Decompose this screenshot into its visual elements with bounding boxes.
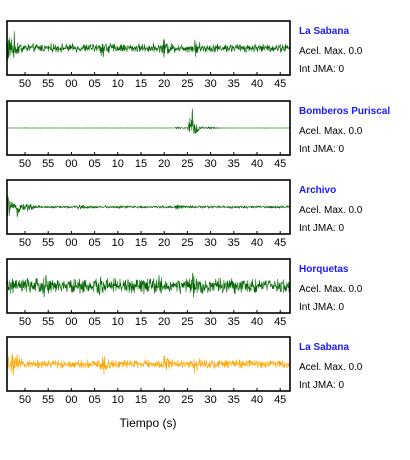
x-tick-label: 40 [251,237,263,249]
x-tick-label: 05 [88,158,100,170]
jma-intensity: Int JMA: 0 [299,64,344,75]
x-tick-label: 30 [204,237,216,249]
x-tick-label: 50 [19,158,31,170]
x-tick-label: 35 [228,237,240,249]
x-tick-label: 30 [204,316,216,328]
x-tick-label: 20 [158,158,170,170]
x-tick-label: 25 [181,316,193,328]
x-tick-label: 20 [158,394,170,406]
x-tick-label: 45 [274,158,286,170]
x-tick-label: 00 [65,237,77,249]
panel-5: 50 55 00 05 10 15 20 25 30 35 40 45 La Sabana Acel. M… [6,336,363,406]
x-tick-label: 00 [65,78,77,90]
x-tick-label: 55 [42,78,54,90]
panel-frame [6,336,291,392]
x-tick-label: 15 [135,237,147,249]
panel-frame [6,179,291,235]
x-tick-label: 25 [181,394,193,406]
x-tick-label: 10 [112,78,124,90]
max-acceleration: Acel. Max. 0.0 [299,46,363,57]
max-acceleration: Acel. Max. 0.0 [299,205,363,216]
x-tick-label: 30 [204,394,216,406]
station-name: Bomberos Puriscal [299,106,390,117]
max-acceleration: Acel. Max. 0.0 [299,284,363,295]
x-tick-label: 45 [274,237,286,249]
jma-intensity: Int JMA: 0 [299,380,344,391]
x-tick-label: 40 [251,78,263,90]
waveform-line [7,196,290,217]
x-tick-label: 25 [181,237,193,249]
jma-intensity: Int JMA: 0 [299,144,344,155]
x-tick-label: 55 [42,316,54,328]
x-tick-label: 50 [19,237,31,249]
panel-frame [6,20,291,76]
x-tick-label: 40 [251,158,263,170]
station-name: La Sabana [299,342,349,353]
x-tick-label: 40 [251,394,263,406]
panel-3: 50 55 00 05 10 15 20 25 30 35 40 45 Archivo Acel. Max… [6,179,363,249]
x-tick-label: 45 [274,78,286,90]
station-name: La Sabana [299,26,349,37]
waveform-line [7,272,290,298]
x-tick-label: 15 [135,394,147,406]
x-tick-label: 05 [88,316,100,328]
x-tick-label: 20 [158,237,170,249]
waveform-line [7,108,290,135]
x-tick-label: 10 [112,158,124,170]
x-tick-label: 20 [158,78,170,90]
x-tick-label: 35 [228,158,240,170]
x-tick-label: 00 [65,158,77,170]
waveform-line [7,353,290,376]
waveform-line [7,31,290,60]
x-tick-label: 05 [88,237,100,249]
x-tick-label: 05 [88,394,100,406]
station-name: Horquetas [299,264,349,275]
x-tick-label: 35 [228,78,240,90]
x-tick-label: 30 [204,78,216,90]
x-tick-label: 45 [274,394,286,406]
x-tick-label: 30 [204,158,216,170]
panel-frame [6,258,291,314]
station-name: Archivo [299,185,336,196]
x-tick-label: 35 [228,316,240,328]
x-tick-label: 05 [88,78,100,90]
panel-2: 50 55 00 05 10 15 20 25 30 35 40 45 Bomberos Purisca… [6,100,390,170]
x-tick-label: 25 [181,78,193,90]
x-tick-label: 40 [251,316,263,328]
panel-1: 50 55 00 05 10 15 20 25 30 35 40 45 La Sabana Acel. M… [6,20,363,90]
x-tick-label: 10 [112,316,124,328]
x-tick-label: 45 [274,316,286,328]
x-tick-label: 15 [135,78,147,90]
x-tick-label: 15 [135,316,147,328]
jma-intensity: Int JMA: 0 [299,302,344,313]
x-axis-label: Tiempo (s) [120,416,177,430]
x-tick-label: 55 [42,237,54,249]
x-tick-label: 10 [112,237,124,249]
x-tick-label: 50 [19,394,31,406]
max-acceleration: Acel. Max. 0.0 [299,126,363,137]
x-tick-label: 15 [135,158,147,170]
x-tick-label: 55 [42,158,54,170]
x-tick-label: 25 [181,158,193,170]
x-tick-label: 00 [65,394,77,406]
x-tick-label: 50 [19,78,31,90]
x-tick-label: 55 [42,394,54,406]
x-tick-label: 00 [65,316,77,328]
x-tick-label: 50 [19,316,31,328]
max-acceleration: Acel. Max. 0.0 [299,362,363,373]
x-tick-label: 10 [112,394,124,406]
x-tick-label: 20 [158,316,170,328]
x-tick-label: 35 [228,394,240,406]
panel-4: 50 55 00 05 10 15 20 25 30 35 40 45 Horquetas Acel. M… [6,258,363,328]
jma-intensity: Int JMA: 0 [299,223,344,234]
panel-frame [6,100,291,156]
